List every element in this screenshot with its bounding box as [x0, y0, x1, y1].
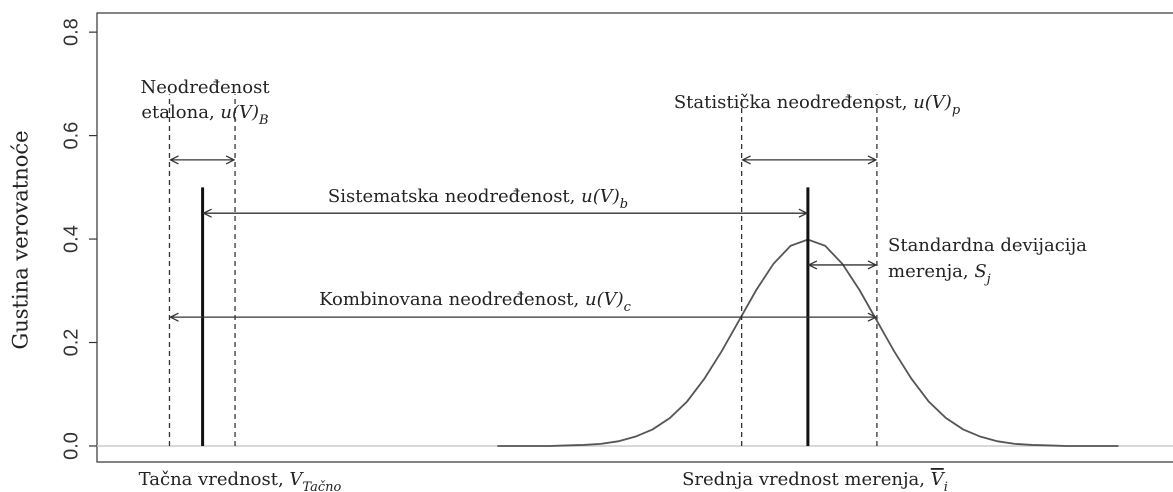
label-part: merenja, [888, 261, 974, 282]
y-tick-label: 0.2 [60, 329, 82, 357]
annotation-label: Kombinovana neodređenost, u(V)c [319, 289, 632, 315]
label-part: Statistička neodređenost, [674, 92, 913, 113]
annotation-label: Neodređenost [140, 77, 270, 98]
label-part: Neodređenost [140, 77, 270, 98]
label-part: Kombinovana neodređenost, [319, 289, 585, 310]
label-part: Sistematska neodređenost, [328, 186, 581, 207]
label-part: c [624, 300, 632, 315]
label-part: Tačno [302, 480, 341, 492]
y-tick-label: 0.8 [60, 18, 82, 46]
y-axis-label: Gustina verovatnoće [9, 130, 33, 349]
label-part: j [984, 272, 991, 287]
label-part: Standardna devijacija [888, 235, 1087, 256]
y-tick-label: 0.4 [60, 225, 82, 253]
label-part: p [952, 103, 961, 118]
annotation-label: Standardna devijacija [888, 235, 1087, 256]
label-part: Srednja vrednost merenja, [682, 469, 931, 490]
label-part: S [974, 261, 986, 282]
plot-frame [96, 12, 1173, 463]
y-tick-label: 0.0 [60, 432, 82, 460]
label-part: b [620, 197, 628, 212]
label-part: Tačna vrednost, [139, 469, 290, 490]
label-part: V [931, 469, 946, 490]
label-part: u(V) [585, 289, 624, 310]
label-part: u(V) [581, 186, 620, 207]
label-part: u(V) [220, 102, 259, 123]
y-tick-label: 0.6 [60, 122, 82, 150]
x-label: Tačna vrednost, VTačno [139, 469, 342, 492]
annotation-label: etalona, u(V)B [141, 102, 268, 128]
annotation-label: merenja, Sj [888, 261, 991, 287]
label-part: V [289, 469, 304, 490]
label-part: etalona, [141, 102, 220, 123]
label-part: i [944, 480, 948, 492]
annotation-label: Statistička neodređenost, u(V)p [674, 92, 961, 118]
x-label: Srednja vrednost merenja, Vi [682, 469, 948, 492]
label-part: u(V) [913, 92, 952, 113]
label-part: B [258, 113, 269, 128]
annotation-label: Sistematska neodređenost, u(V)b [328, 186, 628, 212]
